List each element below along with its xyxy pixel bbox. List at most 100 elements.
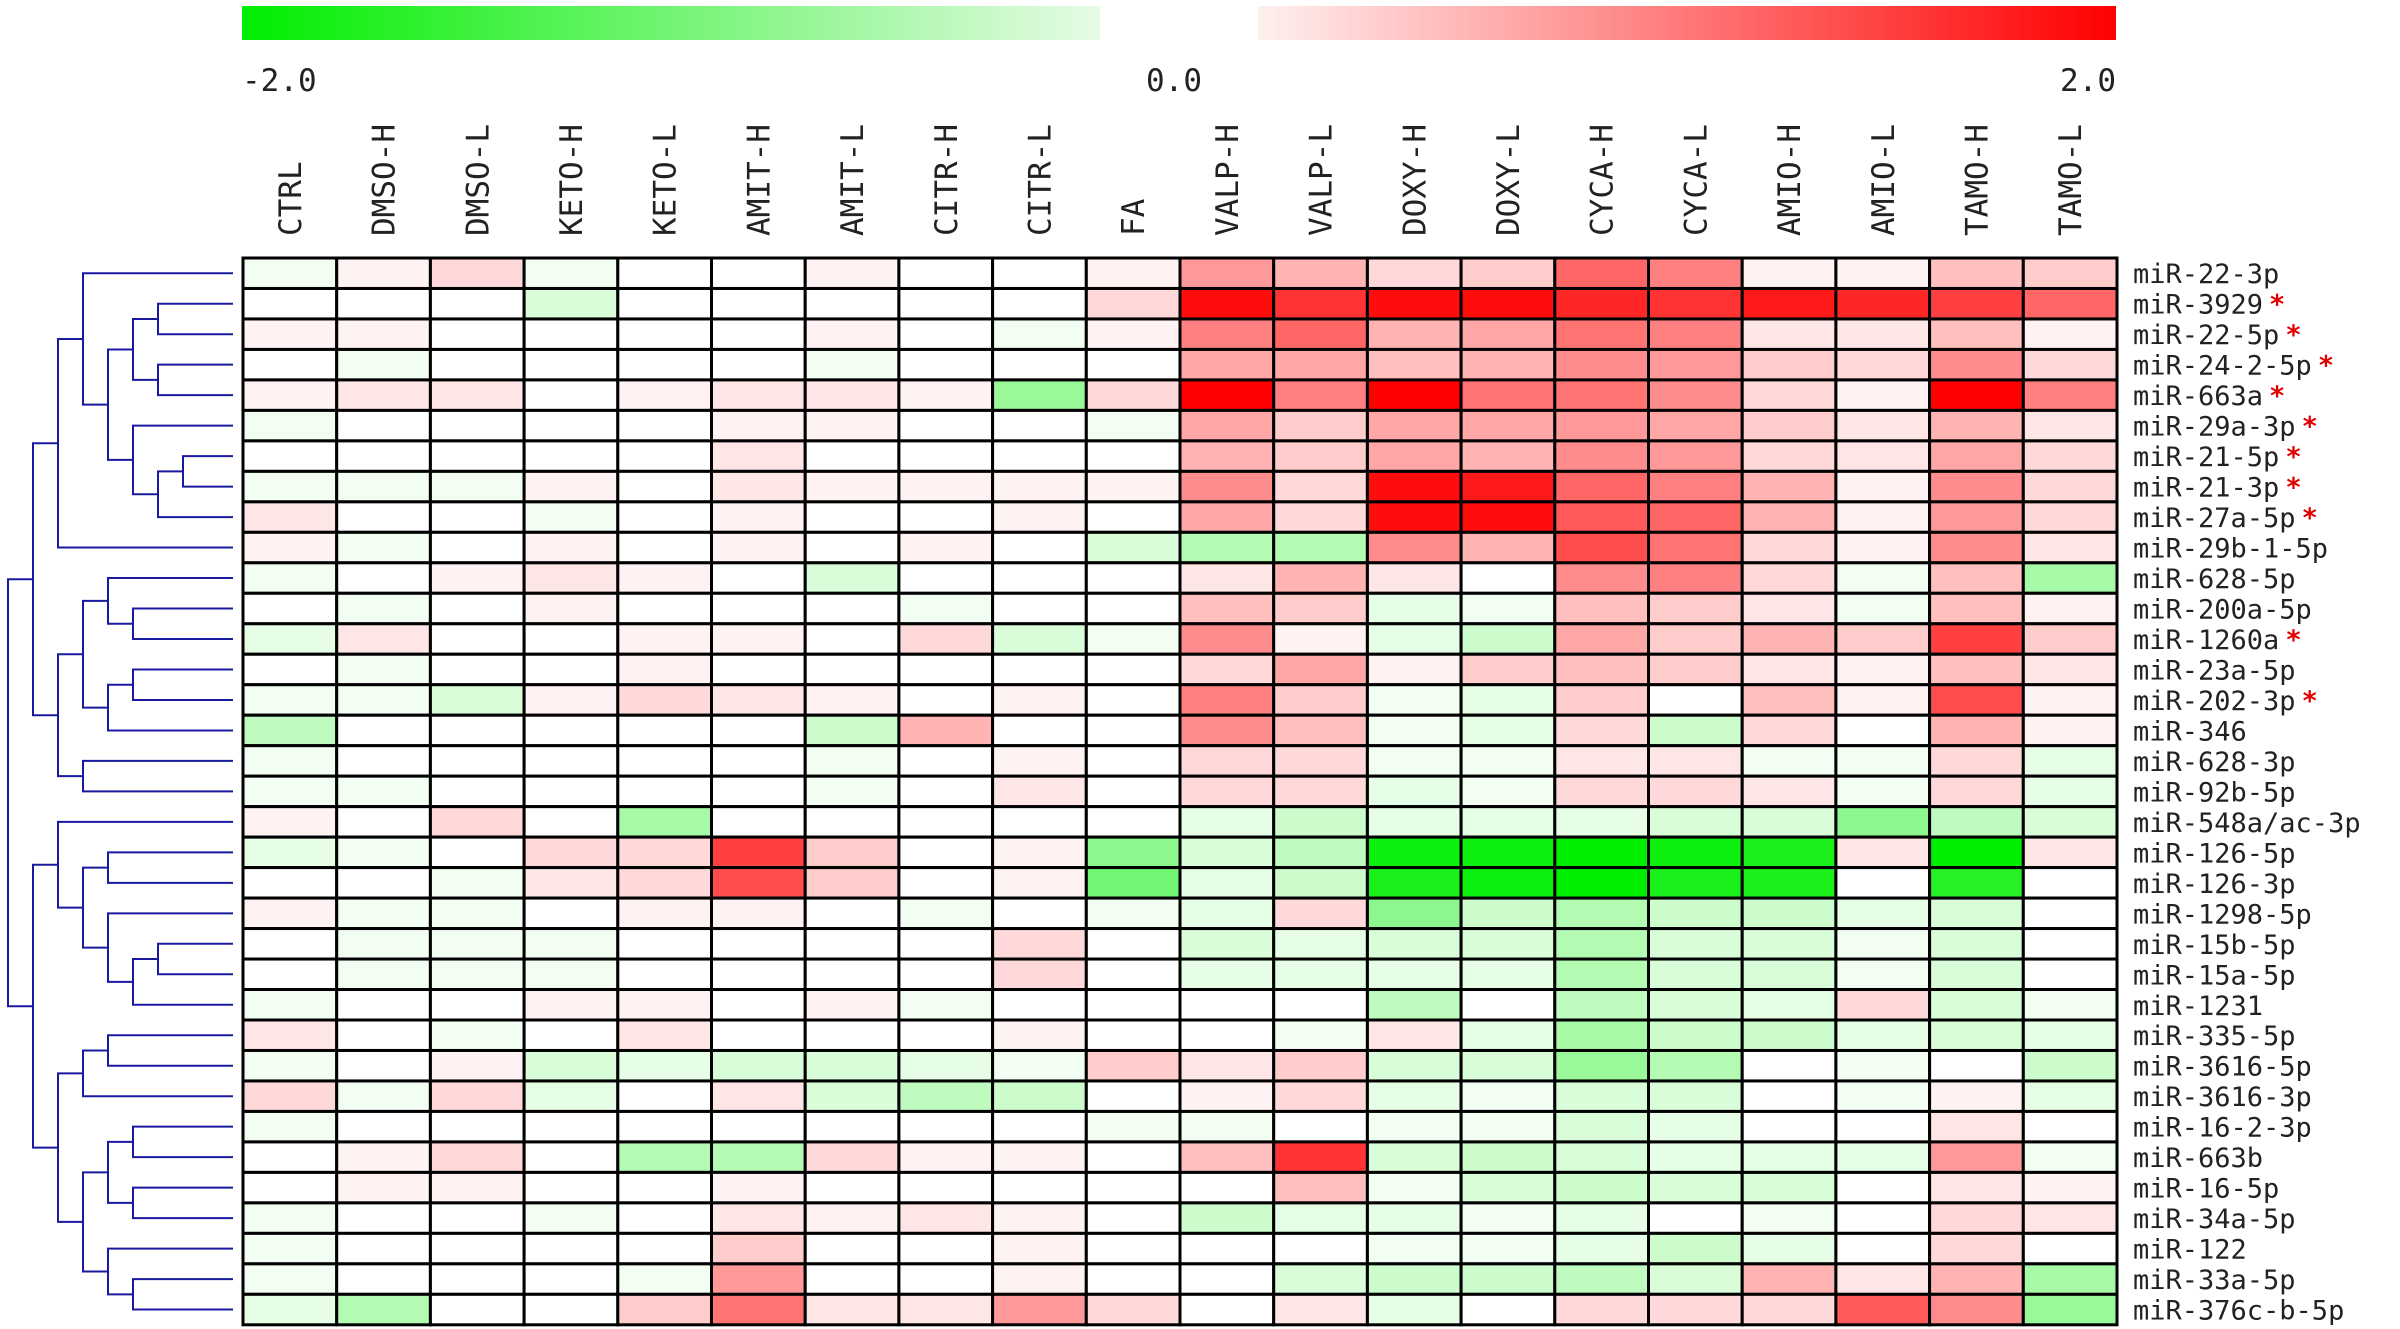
heatmap-cell xyxy=(1272,1231,1369,1266)
heatmap-cell xyxy=(897,835,995,870)
row-label: miR-29b-1-5p xyxy=(2133,534,2328,565)
heatmap-cell xyxy=(335,256,432,290)
heatmap-cell xyxy=(428,988,526,1022)
heatmap-cell xyxy=(1928,744,2025,778)
heatmap-cell xyxy=(241,530,339,565)
heatmap-cell xyxy=(803,774,901,809)
heatmap-cell xyxy=(1928,408,2025,443)
heatmap-cell xyxy=(710,591,807,626)
heatmap-cell xyxy=(335,927,432,961)
heatmap-cell xyxy=(710,1201,807,1235)
heatmap-cell xyxy=(803,469,901,504)
heatmap-cell xyxy=(1928,1201,2025,1235)
heatmap-cell xyxy=(1272,286,1369,321)
heatmap-cell xyxy=(1178,1109,1276,1144)
heatmap-cell xyxy=(241,439,339,473)
heatmap-cell xyxy=(616,469,713,504)
heatmap-cell xyxy=(1553,500,1651,534)
heatmap-cell xyxy=(241,713,339,748)
heatmap-cell xyxy=(1084,561,1182,595)
heatmap-cell xyxy=(1553,866,1651,900)
heatmap-cell xyxy=(710,286,807,321)
heatmap-cell xyxy=(1647,591,1744,626)
heatmap-cell xyxy=(1740,500,1838,534)
row-label: miR-15b-5p xyxy=(2133,930,2296,961)
heatmap-cell xyxy=(522,530,620,565)
heatmap-cell xyxy=(897,317,995,351)
dendrogram-branch xyxy=(157,363,233,397)
heatmap-cell xyxy=(897,957,995,992)
heatmap-cell xyxy=(710,317,807,351)
heatmap-cell xyxy=(1928,1231,2025,1266)
heatmap-cell xyxy=(1740,957,1838,992)
heatmap-cell xyxy=(897,469,995,504)
heatmap-cell xyxy=(335,988,432,1022)
heatmap-cell xyxy=(241,927,339,961)
column-label: FA xyxy=(1116,198,1152,236)
heatmap-cell xyxy=(1459,286,1557,321)
heatmap-cell xyxy=(1928,1018,2025,1052)
heatmap-cell xyxy=(428,591,526,626)
heatmap-cell xyxy=(2021,469,2119,504)
heatmap-cell xyxy=(803,622,901,656)
column-label: KETO-L xyxy=(648,124,684,236)
heatmap-cell xyxy=(1084,683,1182,717)
row-label: miR-628-3p xyxy=(2133,747,2296,778)
heatmap-cell xyxy=(1834,1079,1932,1113)
heatmap-cell xyxy=(616,713,713,748)
heatmap-cell xyxy=(991,1262,1088,1296)
row-label: miR-34a-5p xyxy=(2133,1204,2296,1235)
dendrogram-branch xyxy=(107,1140,133,1204)
heatmap-cell xyxy=(1647,713,1744,748)
heatmap-cell xyxy=(803,500,901,534)
heatmap-cell xyxy=(1084,591,1182,626)
dendrogram-branch xyxy=(107,1034,233,1067)
column-label: DOXY-L xyxy=(1491,124,1527,236)
heatmap-cell xyxy=(1834,866,1932,900)
heatmap-cell xyxy=(1740,1201,1838,1235)
heatmap-cell xyxy=(1084,1170,1182,1205)
heatmap-cell xyxy=(1553,988,1651,1022)
heatmap-cell xyxy=(241,988,339,1022)
heatmap-cell xyxy=(1084,866,1182,900)
heatmap-cell xyxy=(1178,927,1276,961)
heatmap-cell xyxy=(1178,896,1276,931)
heatmap-cell xyxy=(1365,1018,1463,1052)
dendrogram-branch xyxy=(7,578,33,1008)
heatmap-cell xyxy=(803,683,901,717)
heatmap-cell xyxy=(803,1231,901,1266)
heatmap-cell xyxy=(241,1292,339,1327)
heatmap-cell xyxy=(897,1079,995,1113)
heatmap-cell xyxy=(897,378,995,412)
color-scale-min-label: -2.0 xyxy=(242,63,317,99)
heatmap-cell xyxy=(616,1201,713,1235)
heatmap-cell xyxy=(522,347,620,382)
row-label: miR-22-5p * xyxy=(2133,320,2302,351)
heatmap-cell xyxy=(616,866,713,900)
heatmap-cell xyxy=(616,561,713,595)
heatmap-cell xyxy=(1178,1231,1276,1266)
heatmap-cell xyxy=(1834,1170,1932,1205)
heatmap-cell xyxy=(1740,713,1838,748)
heatmap-cell xyxy=(803,713,901,748)
column-label: DOXY-H xyxy=(1397,124,1433,236)
heatmap-cell xyxy=(897,1018,995,1052)
heatmap-cell xyxy=(1647,561,1744,595)
heatmap-cell xyxy=(1272,1109,1369,1144)
heatmap-cell xyxy=(1178,1140,1276,1174)
heatmap-cell xyxy=(1459,408,1557,443)
heatmap-cell xyxy=(522,805,620,839)
heatmap-cell xyxy=(897,530,995,565)
heatmap-cell xyxy=(1365,1170,1463,1205)
heatmap-cell xyxy=(803,1170,901,1205)
heatmap-cell xyxy=(2021,835,2119,870)
heatmap-cell xyxy=(1928,500,2025,534)
heatmap-cell xyxy=(710,744,807,778)
heatmap-cell xyxy=(1084,988,1182,1022)
heatmap-cell xyxy=(2021,1018,2119,1052)
heatmap-cell xyxy=(616,1109,713,1144)
heatmap-cell xyxy=(1647,1292,1744,1327)
heatmap-cell xyxy=(710,835,807,870)
heatmap-cell xyxy=(428,1048,526,1083)
